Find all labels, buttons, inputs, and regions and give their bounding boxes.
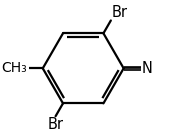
Text: CH₃: CH₃ (1, 61, 27, 75)
Text: Br: Br (112, 5, 127, 20)
Text: Br: Br (48, 117, 64, 132)
Text: N: N (142, 61, 153, 76)
